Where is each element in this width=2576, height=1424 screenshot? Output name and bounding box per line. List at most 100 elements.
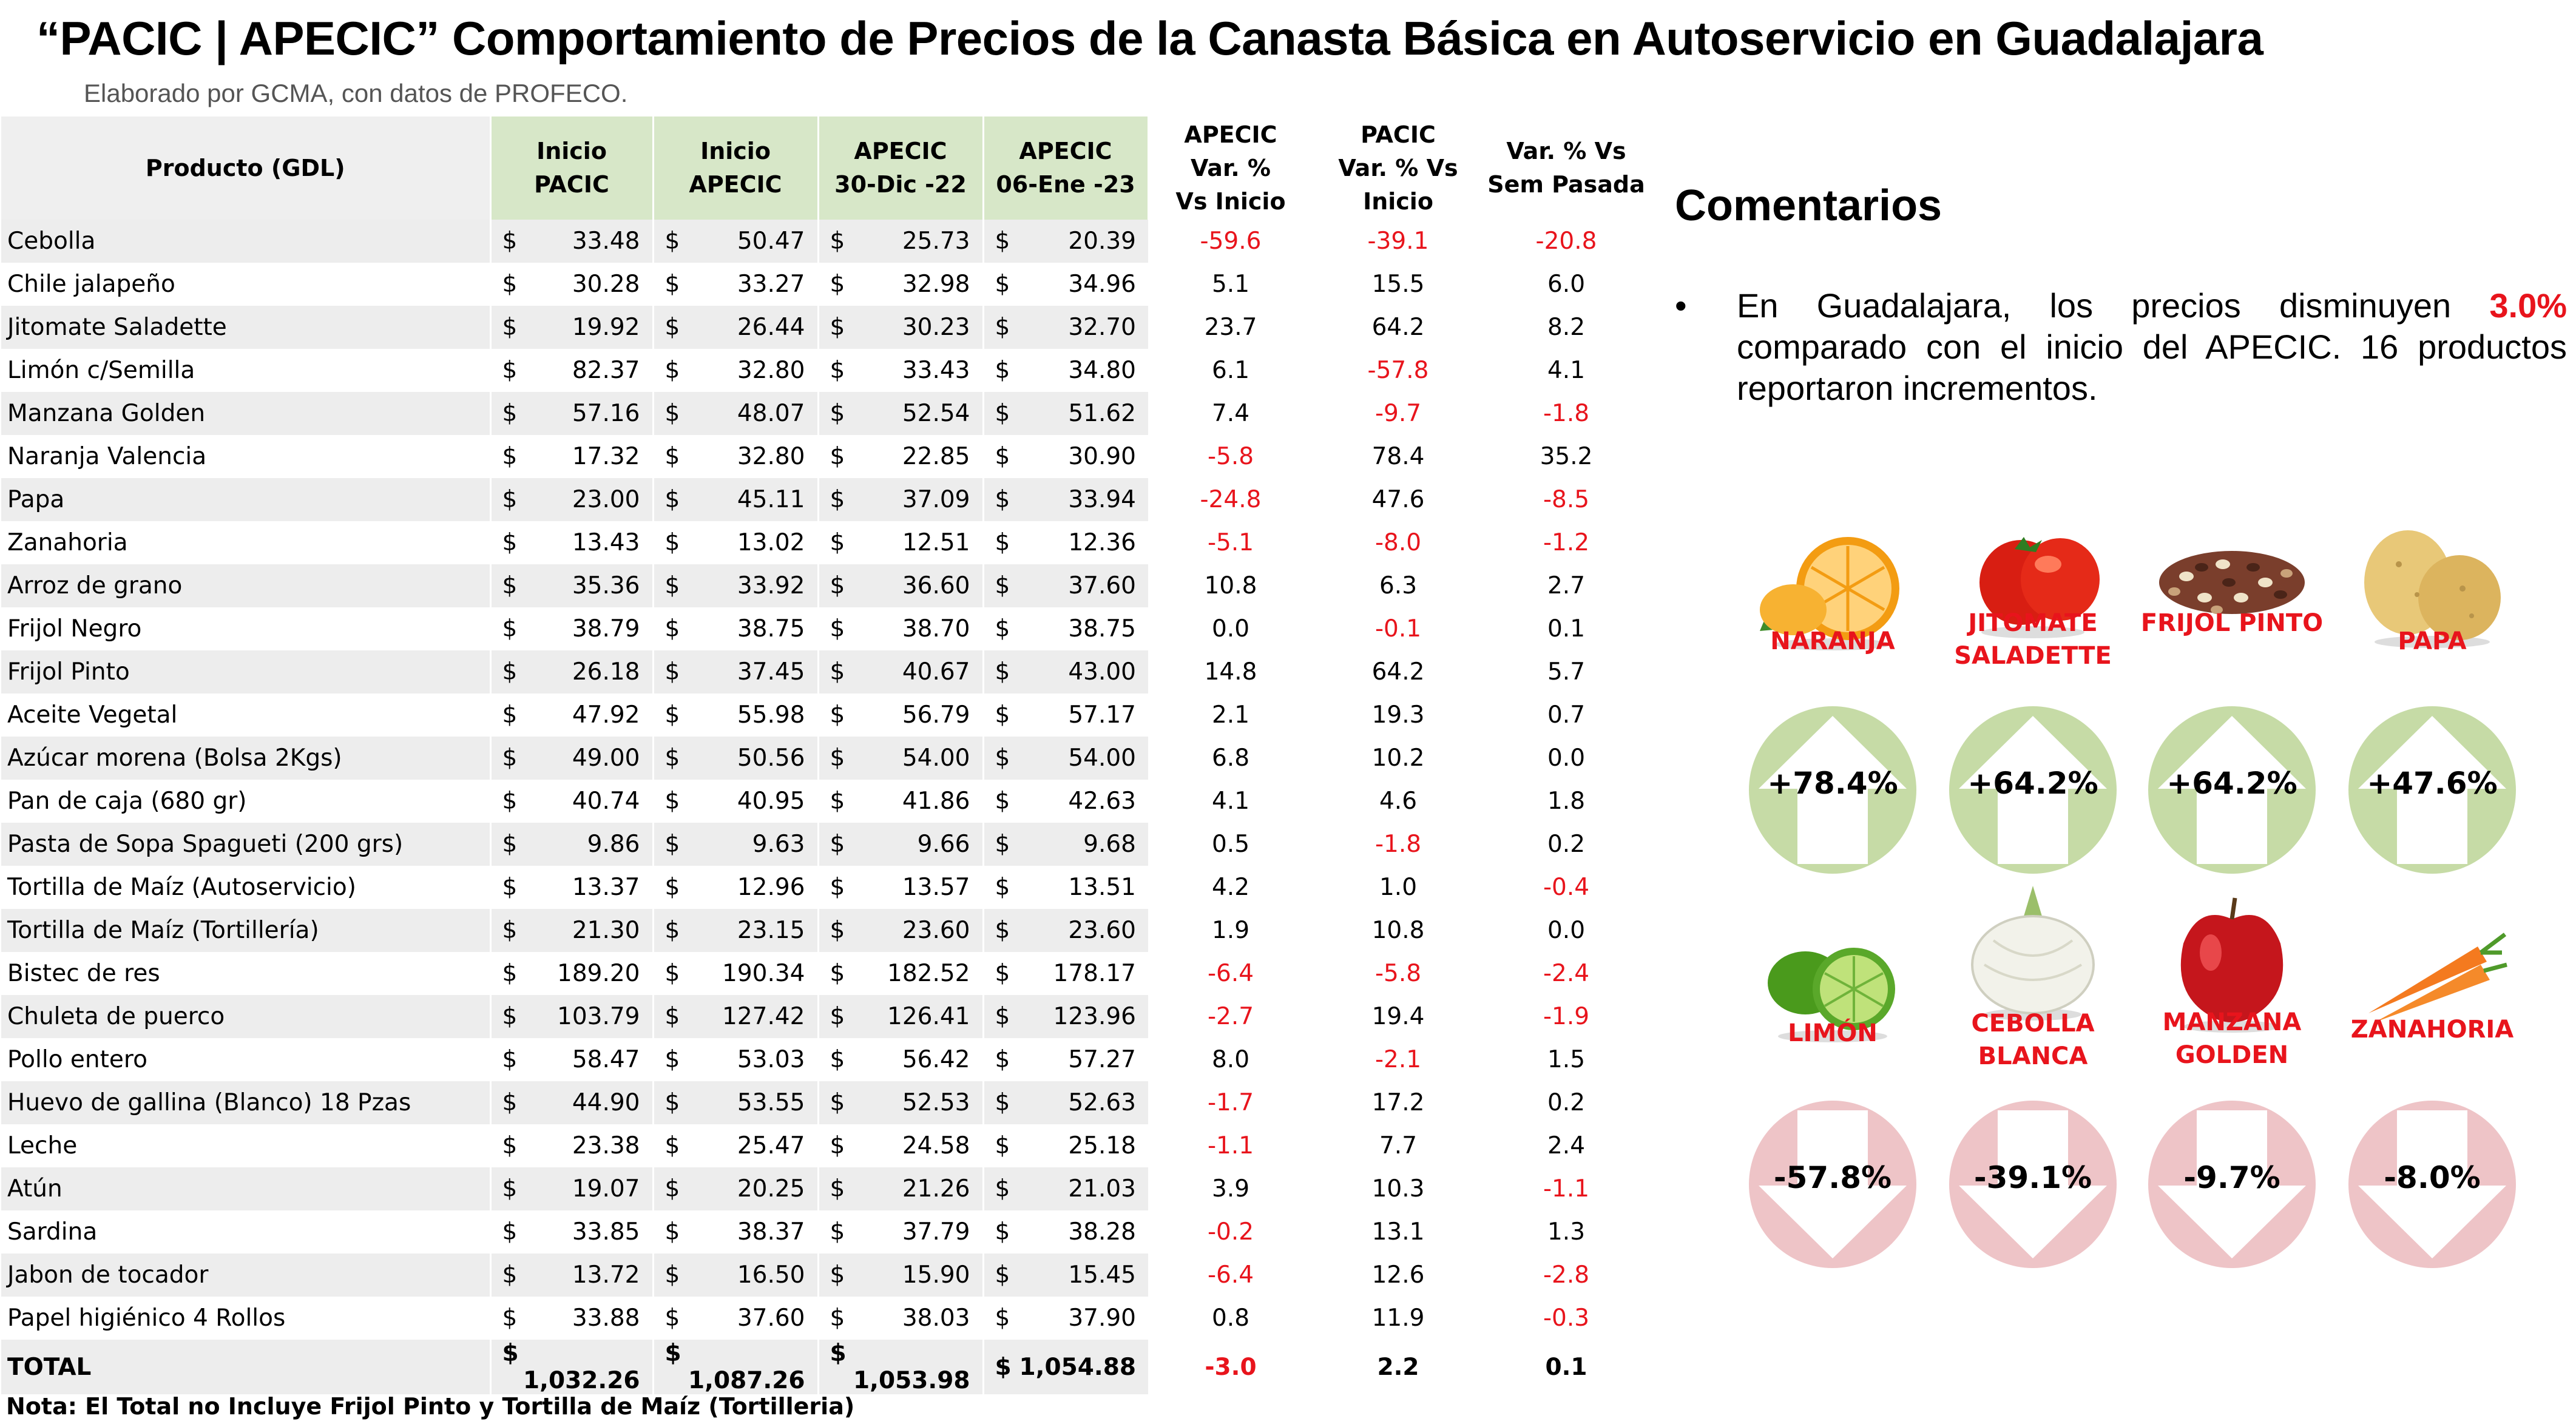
price-cell: $13.57 — [817, 866, 983, 909]
page-subtitle: Elaborado por GCMA, con datos de PROFECO… — [84, 79, 628, 107]
product-name-cell: Manzana Golden — [1, 392, 490, 435]
variation-cell: -1.8 — [1374, 831, 1422, 858]
price-cell: $30.28 — [489, 263, 653, 306]
table-body: Cebolla $33.48 $50.47 $25.73 $20.39 -59.6 -39.… — [1, 220, 1649, 1394]
price-cell: $58.47 — [489, 1038, 653, 1081]
card-value: +64.2% — [2166, 766, 2297, 801]
variation-cell: -57.8 — [1367, 357, 1429, 384]
table-row: Bistec de res $189.20 $190.34 $182.52 $178.1… — [1, 952, 1649, 995]
price-cell: $32.80 — [652, 349, 818, 392]
up-arrow-icon — [2148, 706, 2316, 874]
price-cell: $43.00 — [982, 650, 1148, 693]
price-cell: $38.28 — [982, 1210, 1148, 1254]
variation-cell: -6.4 — [1207, 1261, 1254, 1289]
price-cell: $52.54 — [817, 392, 983, 435]
table-row: Huevo de gallina (Blanco) 18 Pzas $44.90 $… — [1, 1081, 1649, 1124]
variation-cell: 5.1 — [1211, 271, 1250, 298]
variation-cell: -1.2 — [1543, 529, 1590, 556]
price-cell: $45.11 — [652, 478, 818, 521]
table-row: Atún $19.07 $20.25 $21.26 $21.03 3.9 10.3 -1.1 — [1, 1167, 1649, 1210]
price-cell: $9.68 — [982, 823, 1148, 866]
variation-cell: 2.2 — [1313, 1340, 1483, 1394]
variation-cell: -39.1 — [1367, 228, 1429, 255]
price-cell: $19.92 — [489, 306, 653, 349]
price-cell: $12.51 — [817, 521, 983, 564]
price-cell: $34.96 — [982, 263, 1148, 306]
price-cell: $37.60 — [652, 1297, 818, 1340]
variation-cell: 0.0 — [1547, 917, 1586, 944]
price-cell: $15.90 — [817, 1254, 983, 1297]
table-note: Nota: El Total no Incluye Frijol Pinto y… — [6, 1393, 855, 1420]
variation-cell: -6.4 — [1207, 960, 1254, 987]
price-cell: $49.00 — [489, 737, 653, 780]
card-cebolla: CEBOLLA BLANCA -39.1% — [1942, 886, 2124, 1274]
card-label: PAPA — [2398, 627, 2467, 655]
price-cell: $38.75 — [982, 607, 1148, 650]
variation-cell: 6.1 — [1211, 357, 1250, 384]
onion-icon — [1971, 886, 2095, 1021]
variation-cell: 6.0 — [1547, 271, 1586, 298]
variation-cell: 0.0 — [1547, 744, 1586, 772]
card-naranja: NARANJA +78.4% — [1742, 491, 1924, 880]
price-cell: $48.07 — [652, 392, 818, 435]
product-name-cell: Naranja Valencia — [7, 443, 207, 470]
price-cell: $24.58 — [817, 1124, 983, 1167]
card-value: -8.0% — [2384, 1160, 2481, 1195]
product-name-cell: Jitomate Saladette — [1, 306, 490, 349]
highlight-value: 3.0% — [2489, 286, 2567, 325]
variation-cell: 15.5 — [1371, 271, 1425, 298]
price-cell: $38.03 — [817, 1297, 983, 1340]
variation-cell: -59.6 — [1200, 228, 1262, 255]
lime-icon — [1768, 948, 1895, 1042]
price-cell: $127.42 — [652, 995, 818, 1038]
price-cell: $12.36 — [982, 521, 1148, 564]
product-name-cell: Cebolla — [1, 220, 490, 263]
card-value: +78.4% — [1767, 766, 1898, 801]
price-cell: $36.60 — [817, 564, 983, 607]
price-cell: $23.38 — [489, 1124, 653, 1167]
variation-cell: -3.0 — [1148, 1340, 1313, 1394]
price-cell: $189.20 — [489, 952, 653, 995]
variation-cell: -2.7 — [1207, 1003, 1254, 1030]
price-cell: $30.90 — [982, 435, 1148, 478]
variation-cell: -5.8 — [1374, 960, 1422, 987]
variation-cell: 17.2 — [1371, 1089, 1425, 1116]
variation-cell: 2.1 — [1211, 701, 1250, 729]
price-cell: $50.56 — [652, 737, 818, 780]
price-cell: $33.94 — [982, 478, 1148, 521]
price-cell: $40.95 — [652, 780, 818, 823]
variation-cell: 64.2 — [1371, 658, 1425, 686]
price-cell: $21.26 — [817, 1167, 983, 1210]
product-name-cell: Sardina — [7, 1218, 98, 1246]
variation-cell: 0.7 — [1547, 701, 1586, 729]
price-cell: $23.60 — [817, 909, 983, 952]
price-cell: $40.67 — [817, 650, 983, 693]
variation-cell: -1.7 — [1207, 1089, 1254, 1116]
price-cell: $57.17 — [982, 693, 1148, 737]
variation-cell: -24.8 — [1200, 486, 1262, 513]
column-header-inicio-pacic: Inicio PACIC — [490, 116, 654, 220]
price-cell: $35.36 — [489, 564, 653, 607]
table-row: Jabon de tocador $13.72 $16.50 $15.90 $15.45… — [1, 1254, 1649, 1297]
bullet-icon: • — [1675, 286, 1687, 325]
variation-cell: 19.4 — [1371, 1003, 1425, 1030]
variation-cell: 6.3 — [1379, 572, 1418, 599]
product-name-cell: Pan de caja (680 gr) — [7, 788, 247, 815]
table-header-row: Producto (GDL) Inicio PACIC Inicio APECIC … — [1, 116, 1651, 220]
product-name-cell: Zanahoria — [7, 529, 128, 556]
variation-cell: -8.0 — [1374, 529, 1422, 556]
price-cell: $25.73 — [817, 220, 983, 263]
potato-icon — [2364, 530, 2501, 648]
card-label: NARANJA — [1770, 627, 1895, 655]
price-cell: $21.03 — [982, 1167, 1148, 1210]
table-row: Naranja Valencia $17.32 $32.80 $22.85 $30.90… — [1, 435, 1649, 478]
variation-cell: 10.8 — [1371, 917, 1425, 944]
price-cell: $26.18 — [489, 650, 653, 693]
price-cell: $20.25 — [652, 1167, 818, 1210]
price-cell: $33.27 — [652, 263, 818, 306]
variation-cell: 1.8 — [1547, 788, 1586, 815]
table-row: Jitomate Saladette $19.92 $26.44 $30.23 $32.… — [1, 306, 1649, 349]
up-arrow-icon — [2348, 706, 2516, 874]
price-cell: $1,032.26 — [489, 1340, 653, 1394]
card-label: MANZANA GOLDEN — [2162, 1008, 2302, 1069]
